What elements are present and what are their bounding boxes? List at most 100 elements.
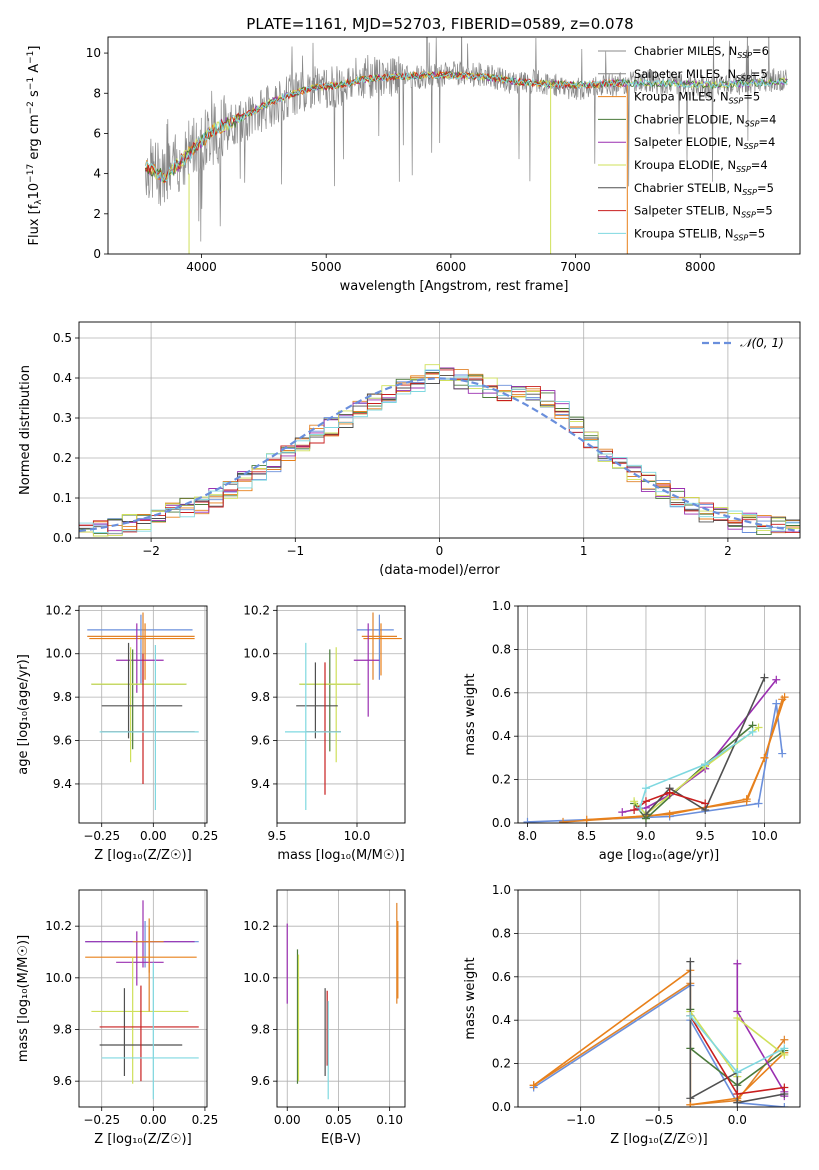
legend-label-sub: SSP <box>729 97 744 106</box>
axes-frame <box>517 605 801 824</box>
y-tick-label: 10.2 <box>243 603 270 617</box>
spectrum-panel: 4000 5000 6000 7000 8000 0 2 4 6 8 10 wavelength [A… <box>26 36 801 294</box>
legend-label-main: Kroupa ELODIE, N <box>634 158 736 172</box>
x-tick-label: 1 <box>580 544 588 558</box>
axes-frame <box>78 889 208 1108</box>
series-marker <box>630 797 639 806</box>
series-group <box>529 957 789 1107</box>
y-axis-label: mass [log₁₀(M/M☉)] <box>16 935 31 1062</box>
x-tick-label: 0.00 <box>140 829 167 843</box>
y-tick-label: 9.6 <box>53 1074 72 1088</box>
legend-label-suffix: =5 <box>757 181 774 195</box>
normal-distribution-curve <box>79 377 800 533</box>
series-marker <box>733 1089 742 1098</box>
legend-entry-label: Kroupa ELODIE, NSSP=4 <box>634 158 768 174</box>
y-tick-label: 9.6 <box>251 734 270 748</box>
residuals-panel: −2 −1 0 1 2 0.0 0.1 0.2 0.3 0.4 0.5 (data-model)/er… <box>18 321 801 578</box>
y-label-part: −2 <box>26 101 36 114</box>
series-marker <box>748 727 757 736</box>
x-tick-label: 0.00 <box>274 1113 301 1127</box>
series-marker <box>523 817 532 823</box>
y-tick-label: 9.8 <box>251 1023 270 1037</box>
errorbar-group <box>285 612 402 810</box>
y-tick-label: 10.2 <box>45 919 72 933</box>
y-tick-label: 0.5 <box>53 331 72 345</box>
y-tick-label: 0.0 <box>492 1100 511 1114</box>
y-tick-label: 0.1 <box>53 491 72 505</box>
series-marker <box>665 810 674 819</box>
legend-label-sub: SSP <box>736 74 751 83</box>
legend-entry-label: Chabrier ELODIE, NSSP=4 <box>634 112 776 128</box>
y-tick-label: 0.8 <box>492 926 511 940</box>
model-spectrum-kb_MILES <box>144 70 625 184</box>
x-tick-label: −2 <box>142 544 160 558</box>
series-marker <box>686 1011 695 1020</box>
y-axis-label: mass weight <box>463 673 478 755</box>
x-axis-label: age [log₁₀(age/yr)] <box>599 848 720 863</box>
series-marker <box>618 808 627 817</box>
series-marker <box>641 810 650 819</box>
axes-frame <box>276 605 406 824</box>
y-tick-label: 1.0 <box>492 883 511 897</box>
y-tick-label: 9.4 <box>53 777 72 791</box>
age_vs_Z-panel: −0.25 0.00 0.25 9.4 9.6 9.8 10.0 10.2 Z [log₁₀(Z… <box>16 603 218 863</box>
y-label-part: −1 <box>26 77 36 90</box>
x-tick-label: 0 <box>436 544 444 558</box>
legend-label-suffix: =5 <box>743 90 760 104</box>
age_vs_mass-panel: 9.5 10.0 9.4 9.6 9.8 10.0 10.2 mass [log₁₀(M/M☉… <box>243 603 406 863</box>
y-tick-label: 10.0 <box>45 647 72 661</box>
y-tick-label: 0.0 <box>53 531 72 545</box>
y-label-part: −17 <box>26 164 36 183</box>
series-marker <box>754 723 763 732</box>
x-tick-label: 0.05 <box>325 1113 352 1127</box>
series-marker <box>686 1094 695 1103</box>
errorbar-group <box>87 612 199 810</box>
series-marker <box>733 1014 742 1023</box>
x-tick-label: 8.5 <box>577 829 596 843</box>
legend-label-suffix: =5 <box>748 226 765 240</box>
x-axis-label: wavelength [Angstrom, rest frame] <box>340 279 569 294</box>
series-group <box>523 673 789 823</box>
errorbar-group <box>85 900 199 1100</box>
histogram-series-kb_STELIB <box>79 369 800 534</box>
series-line-kb_MILES <box>586 696 786 821</box>
y-tick-label: 10 <box>86 46 101 60</box>
series-marker <box>582 815 591 823</box>
x-tick-label: −0.5 <box>644 1113 673 1127</box>
legend-label-main: Salpeter STELIB, N <box>634 204 741 218</box>
legend-entry-label: Salpeter STELIB, NSSP=5 <box>634 204 773 220</box>
series-line-sb_MILES <box>562 699 783 823</box>
y-tick-label: 9.8 <box>251 690 270 704</box>
x-tick-label: 9.5 <box>696 829 715 843</box>
spectrum-data-group <box>144 37 788 254</box>
x-tick-label: 4000 <box>186 260 217 274</box>
x-tick-label: 10.0 <box>344 829 371 843</box>
histogram-group <box>79 364 800 537</box>
y-tick-label: 9.6 <box>53 734 72 748</box>
y-tick-label: 9.8 <box>53 690 72 704</box>
legend-label-sub: SSP <box>736 165 751 174</box>
series-marker <box>780 1103 789 1107</box>
legend-entry-label: Salpeter MILES, NSSP=5 <box>634 67 768 83</box>
y-label-part: Flux [f <box>27 204 42 245</box>
x-tick-label: 0.25 <box>192 829 219 843</box>
series-marker <box>760 753 769 762</box>
series-marker <box>778 749 787 758</box>
y-tick-label: 10.2 <box>45 603 72 617</box>
x-tick-label: −0.25 <box>83 1113 120 1127</box>
y-tick-label: 6 <box>93 126 101 140</box>
y-axis-label: age [log₁₀(age/yr)] <box>16 654 31 775</box>
legend-label-sub: SSP <box>741 211 756 220</box>
x-tick-label: 0.0 <box>728 1113 747 1127</box>
y-label-part: 10 <box>27 183 42 200</box>
legend-entry-label: Chabrier MILES, NSSP=6 <box>634 44 769 60</box>
series-marker <box>686 957 695 966</box>
legend-label-sub: SSP <box>744 142 759 151</box>
series-marker <box>630 805 639 814</box>
massweight_vs_Z-panel: −1.0 −0.5 0.0 0.0 0.2 0.4 0.6 0.8 1.0 Z [log₁₀(Z/… <box>463 883 801 1147</box>
mass_vs_ebv-panel: 0.00 0.05 0.10 9.6 9.8 10.0 10.2 E(B-V) <box>243 889 406 1147</box>
legend-label-main: Salpeter MILES, N <box>634 67 736 81</box>
x-tick-label: 7000 <box>560 260 591 274</box>
axes-frame <box>78 605 208 824</box>
y-tick-label: 9.4 <box>251 777 270 791</box>
